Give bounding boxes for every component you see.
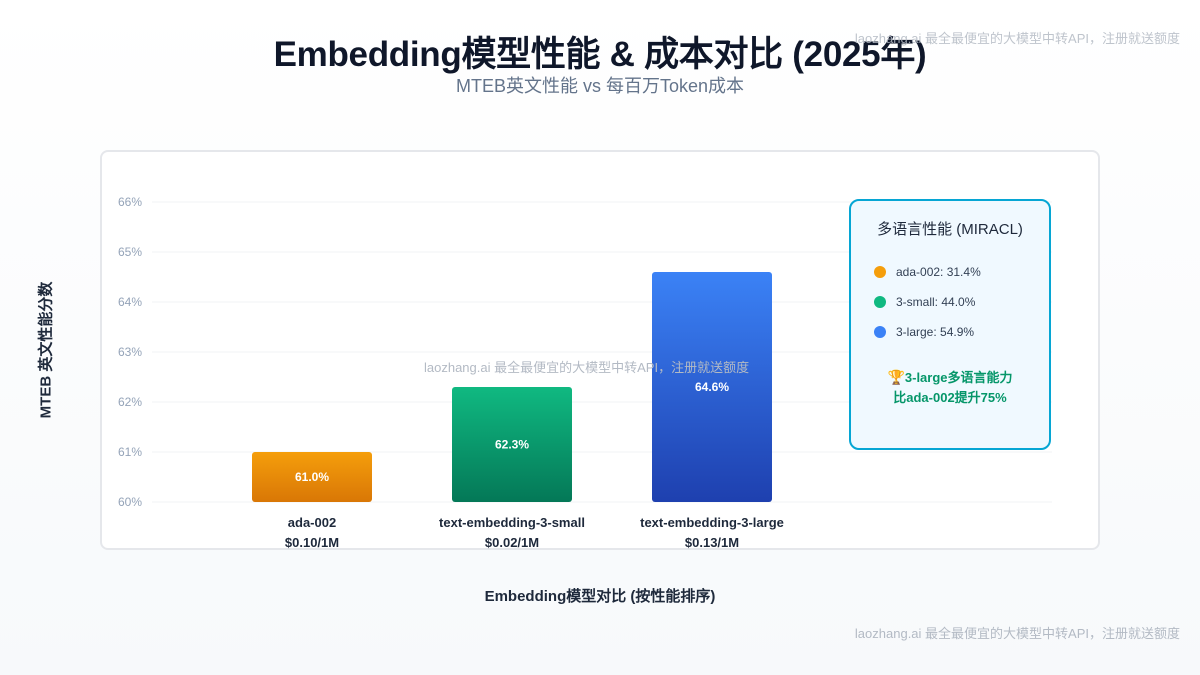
legend-item-label: 3-small: 44.0% <box>896 295 976 309</box>
legend-item-3-small: 3-small: 44.0% <box>874 295 975 309</box>
bar-value-label: 64.6% <box>695 380 729 394</box>
watermark-center: laozhang.ai 最全最便宜的大模型中转API，注册就送额度 <box>424 360 750 375</box>
watermark-bottom: laozhang.ai 最全最便宜的大模型中转API，注册就送额度 <box>854 626 1180 641</box>
legend-highlight-note: 🏆3-large多语言能力 比ada-002提升75% <box>851 367 1049 408</box>
legend-dot-icon <box>874 296 886 308</box>
page-title: Embedding模型性能 & 成本对比 (2025年) <box>273 35 927 74</box>
y-tick-label: 62% <box>118 395 142 409</box>
cost-label: $0.13/1M <box>685 535 739 550</box>
x-tick-label: text-embedding-3-small <box>439 515 585 530</box>
x-axis-label: Embedding模型对比 (按性能排序) <box>484 588 716 605</box>
legend-title: 多语言性能 (MIRACL) <box>877 221 1023 238</box>
y-tick-label: 63% <box>118 345 142 359</box>
y-axis-label: MTEB 英文性能分数 <box>37 281 55 419</box>
legend-item-3-large: 3-large: 54.9% <box>874 325 974 339</box>
y-tick-label: 65% <box>118 245 142 259</box>
page-subtitle: MTEB英文性能 vs 每百万Token成本 <box>455 76 745 96</box>
y-tick-label: 61% <box>118 445 142 459</box>
y-tick-label: 66% <box>118 195 142 209</box>
legend-item-label: ada-002: 31.4% <box>896 265 981 279</box>
watermark-top: laozhang.ai 最全最便宜的大模型中转API，注册就送额度 <box>854 31 1180 46</box>
cost-label: $0.02/1M <box>485 535 539 550</box>
bar-value-label: 62.3% <box>495 438 529 452</box>
trophy-icon: 🏆 <box>887 369 905 385</box>
legend-note-line2: 比ada-002提升75% <box>893 390 1007 405</box>
bar-value-label: 61.0% <box>295 470 329 484</box>
legend-item-label: 3-large: 54.9% <box>896 325 975 339</box>
bar-ada-002 <box>252 452 372 502</box>
multilingual-legend: 多语言性能 (MIRACL) ada-002: 31.4% 3-small: 4… <box>849 199 1051 450</box>
bar-text-embedding-3-small <box>452 387 572 502</box>
legend-item-ada: ada-002: 31.4% <box>874 265 981 279</box>
cost-label: $0.10/1M <box>285 535 339 550</box>
bar-text-embedding-3-large <box>652 272 772 502</box>
x-tick-label: text-embedding-3-large <box>640 515 784 530</box>
y-tick-label: 64% <box>118 295 142 309</box>
legend-note-line1: 3-large多语言能力 <box>904 370 1013 385</box>
legend-dot-icon <box>874 326 886 338</box>
x-tick-label: ada-002 <box>288 515 336 530</box>
y-tick-label: 60% <box>118 495 142 509</box>
legend-dot-icon <box>874 266 886 278</box>
